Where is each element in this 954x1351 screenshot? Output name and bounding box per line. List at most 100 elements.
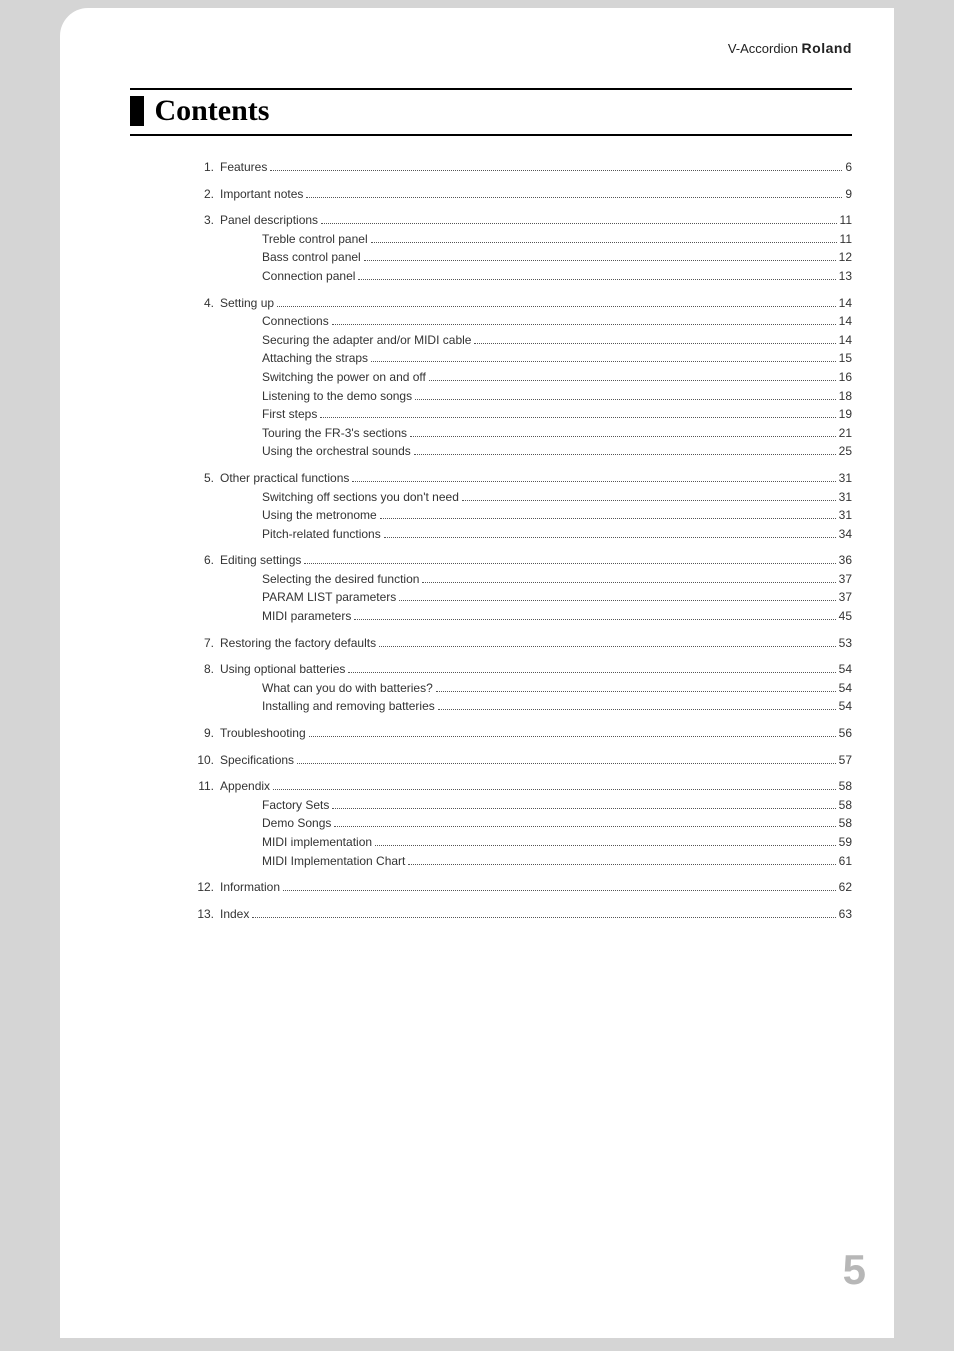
toc-subentry-label: Bass control panel — [262, 248, 361, 267]
toc-leader-dots — [332, 800, 835, 808]
toc-subentry[interactable]: Listening to the demo songs 18 — [192, 387, 852, 406]
toc-subentry[interactable]: First steps19 — [192, 405, 852, 424]
toc-subentry-page: 59 — [839, 833, 852, 852]
toc-subentry-page: 14 — [839, 312, 852, 331]
toc-entry[interactable]: 9.Troubleshooting56 — [192, 724, 852, 743]
toc-leader-dots — [384, 529, 836, 537]
toc-leader-dots — [304, 556, 835, 564]
toc-section: 2.Important notes9 — [192, 185, 852, 204]
header-brand: V-Accordion Roland — [728, 40, 852, 56]
toc-subentry[interactable]: What can you do with batteries?54 — [192, 679, 852, 698]
product-name: V-Accordion — [728, 41, 798, 56]
toc-entry-page: 53 — [839, 634, 852, 653]
toc-subentry[interactable]: Selecting the desired function37 — [192, 570, 852, 589]
toc-subentry-label: Listening to the demo songs — [262, 387, 412, 406]
toc-leader-dots — [320, 410, 835, 418]
toc-leader-dots — [252, 909, 835, 917]
toc-leader-dots — [352, 474, 835, 482]
toc-entry[interactable]: 1.Features6 — [192, 158, 852, 177]
toc-entry[interactable]: 8.Using optional batteries54 — [192, 660, 852, 679]
toc-entry-label: Restoring the factory defaults — [220, 634, 376, 653]
toc-entry[interactable]: 5.Other practical functions31 — [192, 469, 852, 488]
toc-entry[interactable]: 7.Restoring the factory defaults53 — [192, 634, 852, 653]
document-page: V-Accordion Roland Contents 1.Features6 2… — [60, 8, 894, 1338]
toc-subentry-page: 58 — [839, 796, 852, 815]
toc-subentry[interactable]: Securing the adapter and/or MIDI cable14 — [192, 331, 852, 350]
toc-subentry-page: 13 — [839, 267, 852, 286]
brand-name: Roland — [802, 40, 852, 56]
toc-subentry[interactable]: Switching off sections you don't need31 — [192, 488, 852, 507]
toc-subentry[interactable]: Demo Songs 58 — [192, 814, 852, 833]
toc-entry-page: 14 — [839, 294, 852, 313]
toc-entry-label: Using optional batteries — [220, 660, 345, 679]
toc-subentry[interactable]: Attaching the straps15 — [192, 349, 852, 368]
toc-entry-number: 13. — [192, 905, 214, 924]
toc-leader-dots — [297, 755, 836, 763]
toc-entry[interactable]: 12.Information62 — [192, 878, 852, 897]
toc-subentry[interactable]: Connections14 — [192, 312, 852, 331]
toc-subentry[interactable]: Connection panel13 — [192, 267, 852, 286]
toc-subentry[interactable]: MIDI parameters45 — [192, 607, 852, 626]
toc-entry[interactable]: 2.Important notes9 — [192, 185, 852, 204]
toc-subentry-page: 11 — [840, 230, 852, 249]
toc-entry-number: 9. — [192, 724, 214, 743]
toc-entry[interactable]: 3.Panel descriptions11 — [192, 211, 852, 230]
toc-leader-dots — [429, 373, 836, 381]
toc-section: 6.Editing settings36Selecting the desire… — [192, 551, 852, 625]
toc-section: 8.Using optional batteries54What can you… — [192, 660, 852, 716]
toc-leader-dots — [438, 702, 836, 710]
toc-entry-number: 5. — [192, 469, 214, 488]
title-bar-icon — [130, 96, 144, 126]
toc-subentry[interactable]: Factory Sets58 — [192, 796, 852, 815]
toc-subentry-page: 61 — [839, 852, 852, 871]
toc-subentry[interactable]: Touring the FR-3's sections21 — [192, 424, 852, 443]
toc-leader-dots — [379, 638, 836, 646]
toc-subentry-label: Attaching the straps — [262, 349, 368, 368]
toc-section: 7.Restoring the factory defaults53 — [192, 634, 852, 653]
toc-section: 5.Other practical functions31Switching o… — [192, 469, 852, 543]
toc-subentry[interactable]: Using the orchestral sounds25 — [192, 442, 852, 461]
toc-subentry[interactable]: PARAM LIST parameters37 — [192, 588, 852, 607]
toc-leader-dots — [399, 593, 835, 601]
toc-subentry-label: Demo Songs — [262, 814, 331, 833]
toc-subentry[interactable]: Treble control panel11 — [192, 230, 852, 249]
toc-subentry[interactable]: Bass control panel12 — [192, 248, 852, 267]
toc-subentry[interactable]: Using the metronome31 — [192, 506, 852, 525]
toc-entry-label: Important notes — [220, 185, 303, 204]
toc-leader-dots — [371, 354, 836, 362]
toc-subentry-label: PARAM LIST parameters — [262, 588, 396, 607]
toc-section: 4.Setting up14Connections14Securing the … — [192, 294, 852, 461]
toc-entry-page: 11 — [840, 211, 852, 230]
toc-subentry-label: First steps — [262, 405, 317, 424]
toc-subentry-label: What can you do with batteries? — [262, 679, 433, 698]
toc-leader-dots — [410, 428, 836, 436]
toc-section: 12.Information62 — [192, 878, 852, 897]
toc-entry[interactable]: 6.Editing settings36 — [192, 551, 852, 570]
toc-subentry[interactable]: Installing and removing batteries54 — [192, 697, 852, 716]
page-number: 5 — [843, 1246, 866, 1294]
toc-entry-number: 2. — [192, 185, 214, 204]
toc-entry-number: 11. — [192, 777, 214, 796]
toc-subentry-page: 34 — [839, 525, 852, 544]
toc-entry[interactable]: 10.Specifications57 — [192, 751, 852, 770]
toc-subentry-page: 58 — [839, 814, 852, 833]
toc-entry[interactable]: 13.Index63 — [192, 905, 852, 924]
toc-leader-dots — [358, 272, 835, 280]
toc-entry[interactable]: 11.Appendix58 — [192, 777, 852, 796]
toc-subentry[interactable]: Pitch-related functions34 — [192, 525, 852, 544]
toc-subentry[interactable]: MIDI Implementation Chart61 — [192, 852, 852, 871]
toc-subentry-page: 18 — [839, 387, 852, 406]
toc-subentry[interactable]: MIDI implementation59 — [192, 833, 852, 852]
toc-entry-page: 58 — [839, 777, 852, 796]
toc-leader-dots — [414, 447, 836, 455]
table-of-contents: 1.Features62.Important notes93.Panel des… — [192, 158, 852, 931]
page-title: Contents — [154, 94, 269, 128]
toc-leader-dots — [371, 234, 837, 242]
toc-entry-label: Other practical functions — [220, 469, 349, 488]
toc-entry-number: 1. — [192, 158, 214, 177]
toc-subentry-page: 14 — [839, 331, 852, 350]
toc-entry-number: 4. — [192, 294, 214, 313]
toc-subentry-page: 25 — [839, 442, 852, 461]
toc-subentry[interactable]: Switching the power on and off16 — [192, 368, 852, 387]
toc-entry[interactable]: 4.Setting up14 — [192, 294, 852, 313]
